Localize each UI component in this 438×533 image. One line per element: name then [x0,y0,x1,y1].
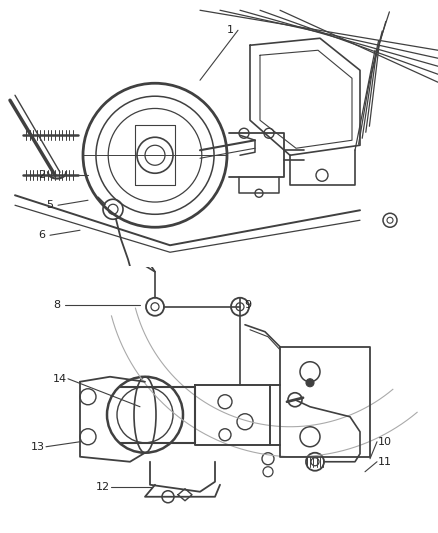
Text: 6: 6 [39,230,46,240]
Text: 1: 1 [226,25,233,35]
Text: 9: 9 [244,300,251,310]
Text: 5: 5 [46,200,53,210]
Text: 11: 11 [378,457,392,467]
Text: 12: 12 [96,482,110,492]
Text: 14: 14 [53,374,67,384]
Text: 13: 13 [31,442,45,452]
Circle shape [306,379,314,387]
Text: 8: 8 [53,300,60,310]
Text: 10: 10 [378,437,392,447]
Text: 2: 2 [39,170,46,180]
